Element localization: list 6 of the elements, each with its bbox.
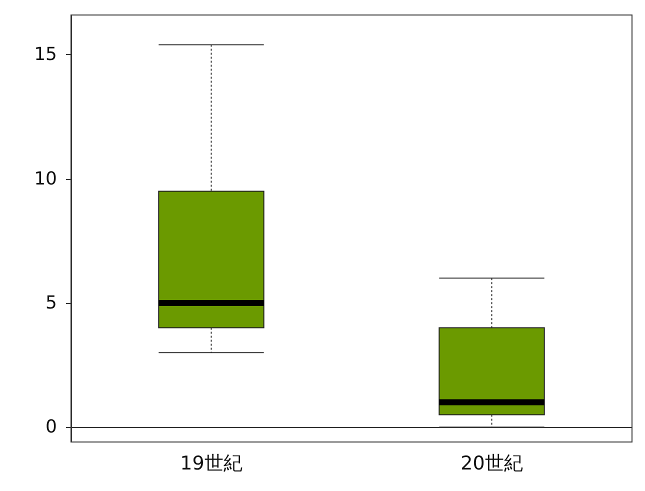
y-tick-label: 5 [46, 292, 57, 314]
y-tick-label: 15 [34, 44, 57, 66]
y-tick-label: 10 [34, 168, 57, 190]
x-tick-label: 20世紀 [460, 452, 523, 474]
y-tick-label: 0 [46, 416, 57, 438]
x-tick-label: 19世紀 [180, 452, 242, 474]
